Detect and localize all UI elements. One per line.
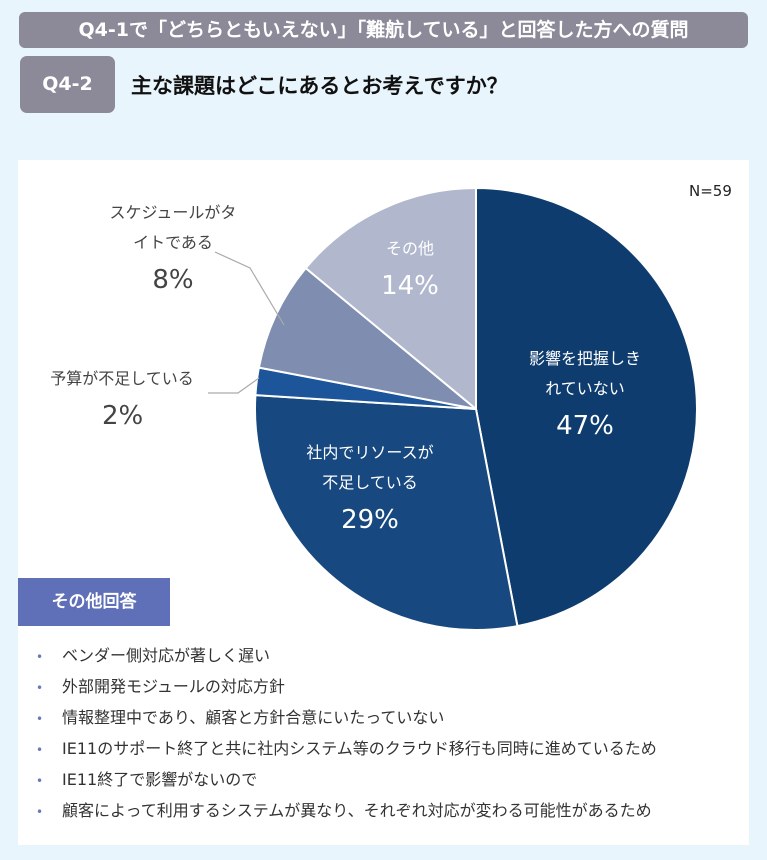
label-line: 影響を把握しき [528, 349, 641, 368]
other-answers-list: ベンダー側対応が著しく遅い 外部開発モジュールの対応方針 情報整理中であり、顧客… [36, 640, 657, 826]
question-title: 主な課題はどこにあるとお考えですか？ [131, 74, 508, 98]
label-line: 不足している [322, 473, 418, 492]
list-item: IE11終了で影響がないので [36, 764, 657, 795]
slice-label-other: その他 14% [355, 234, 465, 308]
slice-label-resource: 社内でリソースが 不足している 29% [275, 438, 465, 542]
list-item: 外部開発モジュールの対応方針 [36, 671, 657, 702]
slice-label-schedule: スケジュールがタ イトである 8% [78, 198, 268, 302]
leader-line-schedule [214, 251, 285, 326]
slice-label-impact: 影響を把握しき れていない 47% [490, 344, 680, 448]
pie-slice-1 [254, 394, 519, 631]
pie-slice-4 [304, 186, 477, 412]
slice-percent: 8% [152, 265, 194, 295]
pie-slice-0 [475, 186, 698, 628]
slice-percent: 29% [341, 505, 399, 535]
slice-percent: 14% [381, 271, 439, 301]
pie-slice-3 [257, 266, 477, 410]
list-item: IE11のサポート終了と共に社内システム等のクラウド移行も同時に進めているため [36, 733, 657, 764]
section-banner: Q4-1で「どちらともいえない」「難航している」と回答した方への質問 [19, 12, 748, 48]
label-line: イトである [133, 233, 213, 252]
other-answers-heading: その他回答 [18, 578, 170, 626]
slice-percent: 47% [556, 411, 614, 441]
label-line: 予算が不足している [50, 369, 194, 388]
list-item: 顧客によって利用するシステムが異なり、それぞれ対応が変わる可能性があるため [36, 795, 657, 826]
slice-label-budget: 予算が不足している 2% [22, 364, 222, 438]
question-badge: Q4-2 [20, 56, 115, 113]
sample-size: N=59 [689, 182, 732, 200]
label-line: れていない [545, 379, 625, 398]
label-line: 社内でリソースが [306, 443, 434, 462]
leader-line-budget [208, 377, 260, 394]
label-line: その他 [385, 239, 434, 258]
slice-percent: 2% [102, 401, 144, 431]
label-line: スケジュールがタ [109, 203, 237, 222]
list-item: ベンダー側対応が著しく遅い [36, 640, 657, 671]
list-item: 情報整理中であり、顧客と方針合意にいたっていない [36, 702, 657, 733]
